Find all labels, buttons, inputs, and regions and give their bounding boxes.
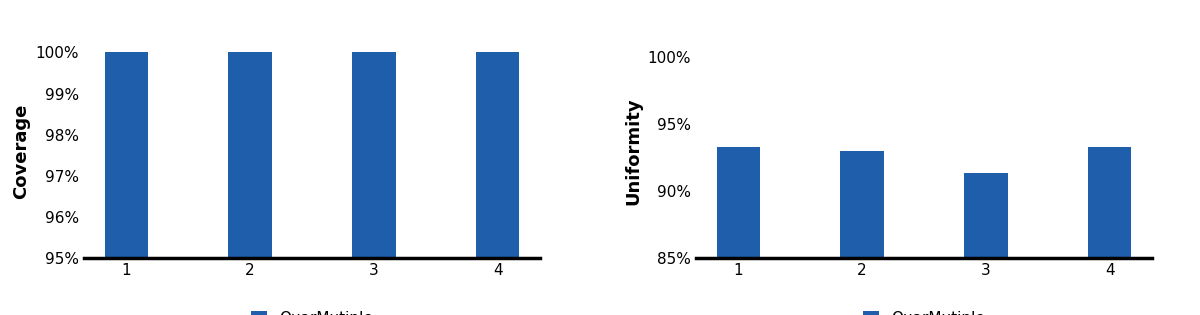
- Bar: [228, 52, 271, 315]
- Bar: [104, 52, 148, 315]
- Legend: QuarMutiple: QuarMutiple: [857, 305, 991, 315]
- Y-axis label: Uniformity: Uniformity: [624, 97, 642, 205]
- Bar: [716, 147, 760, 315]
- Y-axis label: Coverage: Coverage: [12, 104, 30, 199]
- Bar: [353, 52, 396, 315]
- Bar: [476, 52, 520, 315]
- Bar: [1088, 147, 1132, 315]
- Legend: QuarMutiple: QuarMutiple: [245, 305, 379, 315]
- Bar: [965, 173, 1008, 315]
- Bar: [840, 151, 883, 315]
